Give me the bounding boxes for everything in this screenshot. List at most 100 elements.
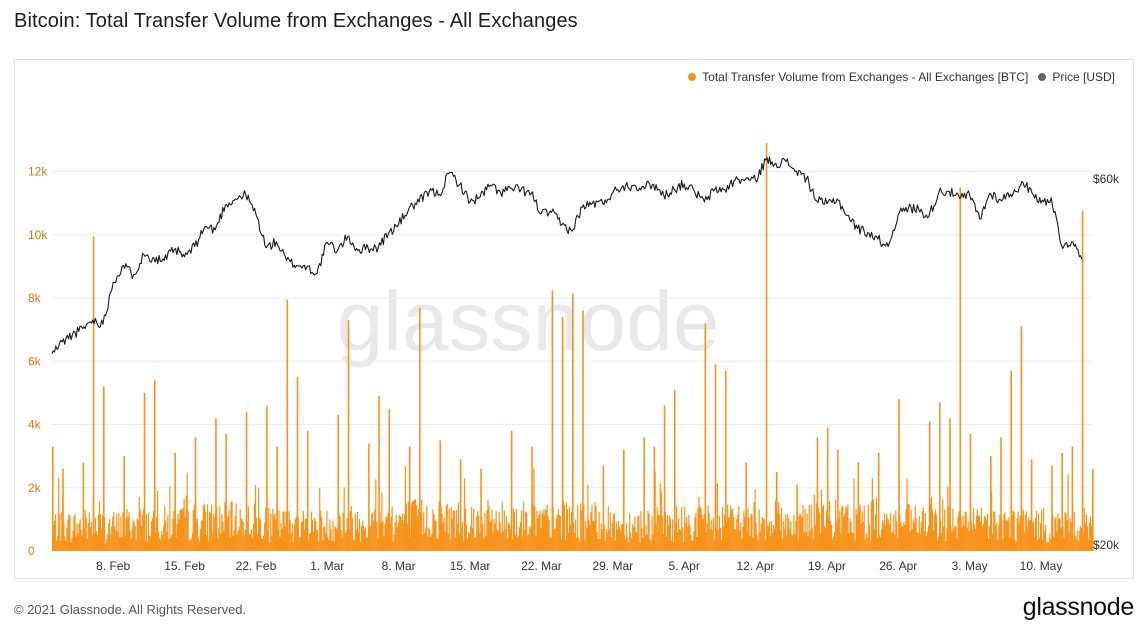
volume-bar [502,530,504,551]
volume-bar [595,506,597,551]
volume-bar [362,525,365,551]
volume-bar [610,537,612,551]
volume-bar [542,509,544,551]
volume-bar [736,518,738,551]
volume-bar [376,521,378,551]
volume-bar [1035,510,1038,551]
volume-bar [864,539,866,551]
volume-bar [1003,514,1005,551]
legend-item-price[interactable]: Price [USD] [1038,70,1115,84]
volume-bar [531,446,533,551]
volume-bar [99,514,102,551]
volume-bar [453,510,455,551]
volume-bar [314,517,316,551]
volume-bar [926,531,929,551]
volume-bar [597,539,599,551]
volume-bar [200,520,203,551]
volume-bar [1040,523,1042,551]
volume-bar [257,487,260,551]
volume-bar [893,513,895,551]
volume-bar [183,499,185,551]
volume-bar [240,518,242,551]
volume-bar [95,530,98,551]
volume-bar [460,528,463,551]
volume-bar [304,518,307,551]
volume-bar [1079,525,1081,551]
volume-bar [607,505,609,551]
volume-bar [323,527,325,551]
volume-bar [470,526,472,551]
volume-bar [349,511,351,551]
volume-bar [242,521,244,551]
volume-bar [888,519,890,551]
volume-bar [1090,526,1093,551]
volume-bar [605,528,607,551]
volume-bar [1070,521,1072,551]
volume-bar [803,532,805,551]
volume-bar [167,514,169,551]
volume-bar [1024,514,1026,551]
x-tick-label: 8. Mar [382,559,416,573]
volume-bar [204,511,207,551]
volume-bar [849,518,851,551]
volume-bar [500,532,502,551]
volume-bar [149,536,152,551]
volume-bar [899,514,901,551]
volume-bar [805,532,807,551]
volume-bar [925,535,928,551]
volume-bar [179,510,181,551]
volume-bar [315,520,317,551]
volume-bar [686,517,688,551]
volume-bar [562,500,565,551]
volume-bar [642,537,644,551]
volume-bar [261,538,263,551]
volume-bar [85,517,87,551]
volume-bar [256,533,259,551]
volume-bar [128,512,130,551]
volume-bar [337,415,340,551]
volume-bar [907,504,909,551]
volume-bar [842,505,844,551]
volume-bar [898,399,900,551]
volume-bar [966,527,968,551]
volume-bar [289,520,291,551]
volume-bar [999,514,1001,551]
x-tick-label: 12. Apr [737,559,775,573]
chart-title: Bitcoin: Total Transfer Volume from Exch… [14,10,578,32]
volume-bar [835,499,837,551]
volume-bar [488,506,490,551]
volume-bar [895,510,897,551]
volume-bar [309,532,312,551]
volume-bar [657,514,659,551]
volume-bar [185,495,187,551]
volume-bar [178,519,180,551]
volume-bar [125,518,127,551]
volume-bar [247,506,249,551]
volume-bar [906,478,908,551]
legend-item-volume[interactable]: Total Transfer Volume from Exchanges - A… [688,70,1028,84]
y-left-tick-label: 6k [28,354,42,368]
volume-bar [302,510,305,551]
volume-bar [948,506,950,551]
volume-bar [423,512,425,551]
volume-bar [638,515,640,551]
volume-bar [126,509,128,551]
volume-bar [620,524,623,551]
volume-bar [209,511,211,551]
volume-bar [1068,532,1070,551]
volume-bar [333,541,335,551]
volume-bar [844,513,846,551]
volume-bar [871,478,873,551]
volume-bar [817,507,819,551]
volume-bar [208,540,210,551]
x-tick-label: 5. Apr [668,559,699,573]
legend-dot-price [1038,73,1047,81]
volume-bar [71,538,73,551]
volume-bar [490,519,492,551]
volume-bar [313,531,315,551]
volume-bar [245,411,248,551]
volume-bar [650,541,652,551]
volume-bar [752,537,754,551]
volume-bar [850,521,852,551]
volume-bar [346,518,348,551]
